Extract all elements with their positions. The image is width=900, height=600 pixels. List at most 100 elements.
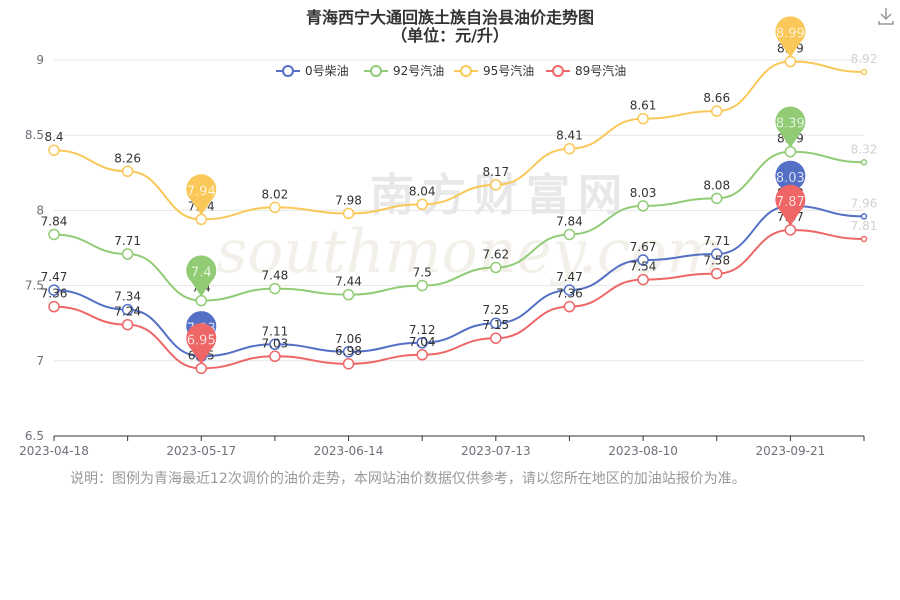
data-label: 6.98 <box>335 344 362 358</box>
data-point <box>490 179 502 191</box>
download-icon[interactable] <box>876 6 896 26</box>
data-point <box>563 284 576 296</box>
data-point <box>637 254 649 266</box>
data-label: 7.11 <box>262 324 289 338</box>
min-pin-label: 7.94 <box>187 184 216 199</box>
data-point <box>860 159 868 166</box>
data-point <box>121 248 134 260</box>
max-pin-label: 7.87 <box>776 195 805 210</box>
data-label: 8.41 <box>556 129 583 143</box>
legend-marker <box>460 65 472 77</box>
data-label: 8.17 <box>482 165 509 179</box>
data-point <box>710 248 723 260</box>
legend-marker <box>552 65 564 77</box>
data-label: 7.24 <box>114 305 141 319</box>
x-tick-label: 2023-04-18 <box>19 444 89 458</box>
watermark-cn: 南方财富网 <box>370 170 630 221</box>
data-point <box>342 358 355 370</box>
data-point <box>710 192 723 205</box>
min-pin <box>186 174 217 216</box>
y-tick-label: 6.5 <box>25 429 44 443</box>
data-label: 7.25 <box>482 303 509 317</box>
data-label: 8.61 <box>630 99 657 113</box>
data-point <box>710 267 723 280</box>
data-label: 8.04 <box>409 184 436 198</box>
data-label: 7.03 <box>262 336 289 350</box>
data-point <box>121 303 134 316</box>
data-point <box>48 284 60 296</box>
x-tick-label: 2023-09-21 <box>755 444 825 458</box>
data-point <box>269 282 281 295</box>
data-label: 7.84 <box>41 214 68 228</box>
x-tick-label: 2023-08-10 <box>608 444 678 458</box>
data-label: 7.71 <box>703 234 730 248</box>
max-pin <box>775 160 806 202</box>
data-point <box>48 228 60 241</box>
data-point <box>637 273 649 286</box>
max-pin <box>775 184 806 226</box>
data-point <box>637 112 649 125</box>
data-label: 7.36 <box>41 287 68 301</box>
data-point <box>269 338 281 351</box>
data-point <box>416 279 428 292</box>
data-point <box>121 318 134 331</box>
data-point <box>416 198 428 211</box>
data-point <box>195 213 208 226</box>
data-point <box>563 228 576 241</box>
data-point <box>342 207 355 220</box>
max-pin-label: 8.03 <box>776 171 805 186</box>
data-label: 7.98 <box>335 193 362 207</box>
data-point <box>195 294 208 307</box>
y-tick-label: 8.5 <box>25 128 44 142</box>
x-tick-label: 2023-07-13 <box>461 444 531 458</box>
data-label: 8.4 <box>44 130 63 144</box>
legend-marker <box>370 65 382 77</box>
data-label: 7.47 <box>41 270 68 284</box>
y-tick-label: 7.5 <box>25 279 44 293</box>
data-label: 7.62 <box>482 248 509 262</box>
legend-marker <box>282 65 294 77</box>
y-tick-label: 7 <box>36 354 44 368</box>
data-label: 7.12 <box>409 323 436 337</box>
data-point <box>416 349 428 361</box>
data-label: 7.58 <box>703 254 730 268</box>
data-point <box>490 332 502 344</box>
y-tick-label: 8 <box>36 203 44 217</box>
data-label: 7.06 <box>335 332 362 346</box>
min-pin <box>186 323 217 365</box>
watermark-en: southmoney.com <box>216 217 723 287</box>
data-label: 7.04 <box>409 335 436 349</box>
legend-label: 95号汽油 <box>483 63 534 78</box>
data-point <box>490 317 502 329</box>
data-point <box>710 105 723 117</box>
series-line <box>53 228 865 370</box>
data-label: 7.81 <box>851 219 878 233</box>
max-pin <box>775 16 806 58</box>
legend-label: 92号汽油 <box>393 63 444 78</box>
min-pin-label: 7.4 <box>191 266 212 281</box>
series-line <box>53 150 865 302</box>
data-point <box>342 346 355 358</box>
x-tick-label: 2023-06-14 <box>314 444 384 458</box>
data-label: 7.15 <box>482 318 509 332</box>
series-line <box>53 60 865 221</box>
data-point <box>860 213 868 220</box>
data-label: 8.92 <box>851 52 878 66</box>
chart-note: 说明：图例为青海最近12次调价的油价走势，本网站油价数据仅供参考，请以您所在地区… <box>70 471 746 487</box>
data-label: 7.34 <box>114 290 141 304</box>
data-label: 8.03 <box>630 186 657 200</box>
x-tick-label: 2023-05-17 <box>166 444 236 458</box>
min-pin-label: 6.95 <box>187 333 216 348</box>
y-tick-label: 9 <box>36 53 44 67</box>
legend-label: 89号汽油 <box>575 63 626 78</box>
max-pin-label: 8.99 <box>776 27 805 42</box>
data-label: 8.02 <box>262 187 289 201</box>
data-point <box>342 288 355 301</box>
data-label: 7.48 <box>262 269 289 283</box>
data-point <box>48 144 60 156</box>
data-point <box>490 261 502 274</box>
min-pin <box>186 255 217 297</box>
max-pin <box>775 106 806 148</box>
chart-subtitle: （单位：元/升） <box>391 26 509 45</box>
